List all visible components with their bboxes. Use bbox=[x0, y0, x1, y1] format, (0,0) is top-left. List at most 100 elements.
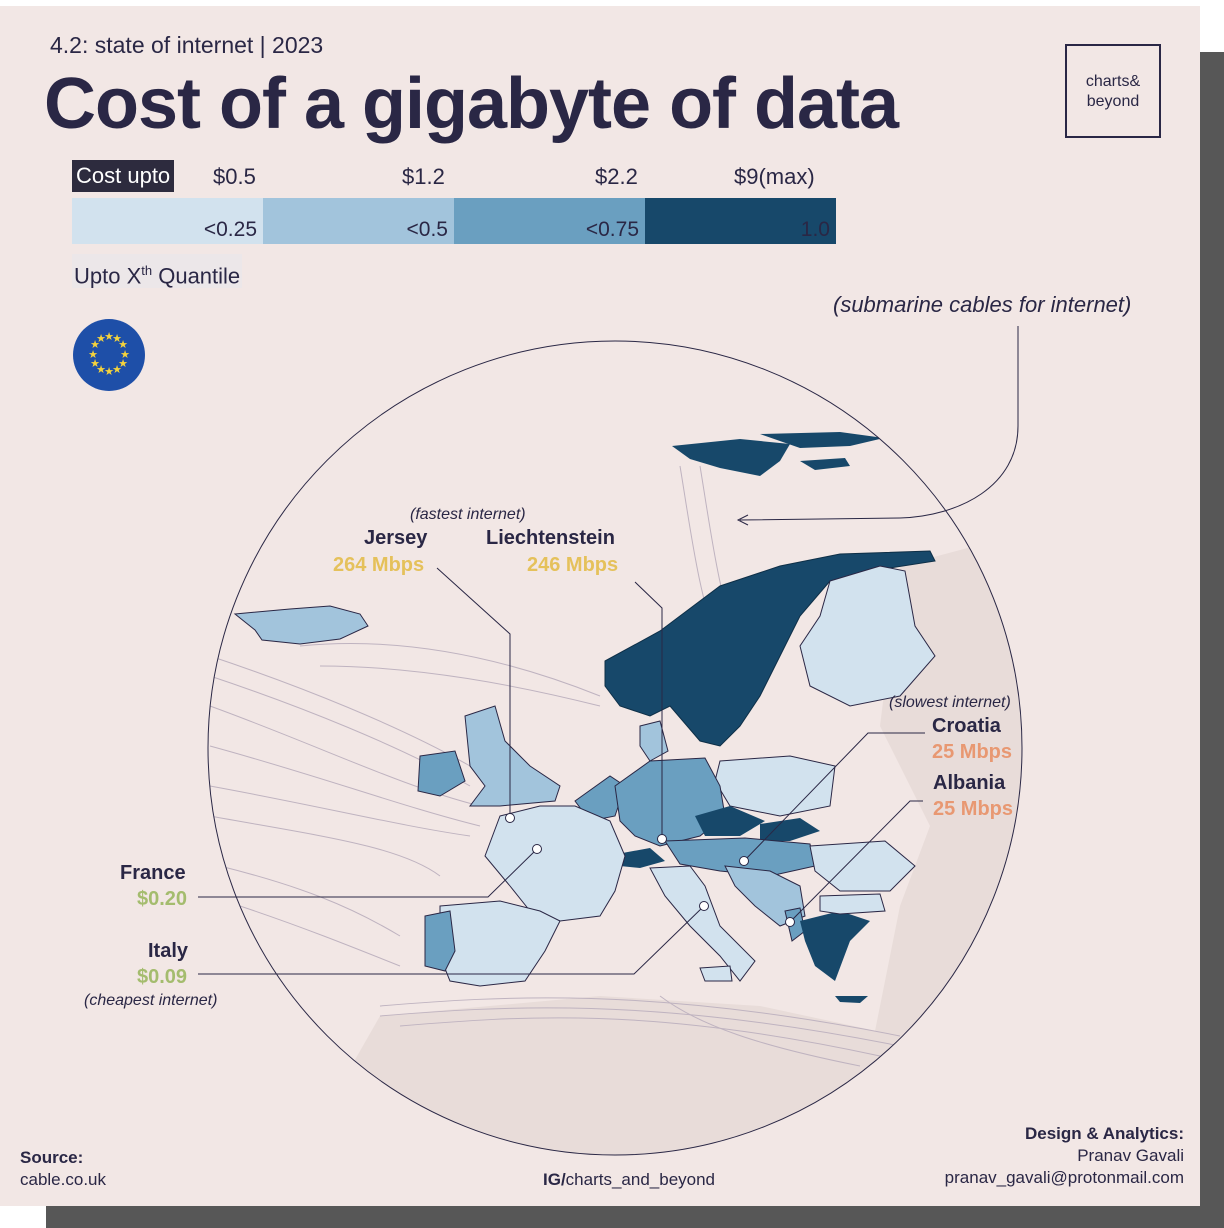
iceland bbox=[233, 605, 369, 645]
france-value: $0.20 bbox=[137, 888, 188, 910]
quantile-title-sup: th bbox=[141, 263, 153, 278]
svg-text:★: ★ bbox=[90, 357, 100, 370]
liechtenstein-label: Liechtenstein bbox=[486, 527, 615, 549]
italy-marker bbox=[699, 901, 709, 911]
svalbard-south bbox=[800, 458, 850, 470]
svg-text:★: ★ bbox=[118, 357, 128, 370]
eu-flag-icon: ★★★ ★★★ ★★★ ★★★ bbox=[73, 319, 145, 391]
svg-text:★: ★ bbox=[112, 332, 122, 345]
slowest-note: (slowest internet) bbox=[889, 694, 1011, 711]
europe-map bbox=[198, 326, 1023, 1156]
quantile-label-3: <0.75 bbox=[585, 218, 639, 241]
france-leader bbox=[198, 848, 538, 898]
albania-leader bbox=[789, 800, 923, 923]
cheapest-note: (cheapest internet) bbox=[84, 992, 218, 1009]
cost-value-4: $9(max) bbox=[734, 164, 815, 189]
legend-bar-4: 1.0 bbox=[645, 198, 836, 244]
liechtenstein-leader bbox=[634, 581, 663, 839]
austria-hungary bbox=[664, 837, 816, 877]
france-marker bbox=[532, 844, 542, 854]
liechtenstein-marker bbox=[657, 834, 667, 844]
quantile-label-2: <0.5 bbox=[406, 218, 448, 241]
map-circle bbox=[207, 340, 1023, 1156]
author-email: pranav_gavali@protonmail.com bbox=[944, 1168, 1184, 1187]
croatia-marker bbox=[739, 856, 749, 866]
svalbard-east bbox=[760, 432, 884, 448]
fastest-note: (fastest internet) bbox=[410, 506, 526, 523]
jersey-leader bbox=[436, 567, 511, 818]
cost-value-2: $1.2 bbox=[402, 164, 445, 189]
albania-value: 25 Mbps bbox=[933, 798, 1014, 820]
portugal bbox=[424, 910, 456, 972]
quantile-title-post: Quantile bbox=[152, 263, 241, 289]
subtitle: 4.2: state of internet | 2023 bbox=[50, 32, 324, 58]
svg-text:★: ★ bbox=[120, 348, 130, 361]
denmark bbox=[639, 720, 669, 762]
croatia-value: 25 Mbps bbox=[932, 741, 1013, 763]
cost-label: Cost upto bbox=[72, 160, 175, 192]
bulgaria bbox=[819, 893, 886, 915]
submarine-note: (submarine cables for internet) bbox=[833, 292, 1132, 317]
crete bbox=[835, 996, 868, 1003]
jersey-marker bbox=[505, 813, 515, 823]
arrow-head bbox=[736, 514, 749, 526]
scandinavia bbox=[604, 550, 936, 747]
quantile-label-1: <0.25 bbox=[203, 218, 257, 241]
svg-text:★: ★ bbox=[104, 365, 114, 378]
submarine-leader bbox=[739, 326, 1019, 521]
svalbard bbox=[672, 439, 790, 476]
slovakia bbox=[760, 818, 820, 841]
liechtenstein-value: 246 Mbps bbox=[527, 554, 619, 576]
croatia-leader bbox=[743, 732, 925, 862]
switzerland bbox=[617, 848, 665, 868]
legend-bar-1: <0.25 bbox=[72, 198, 263, 244]
svg-text:★: ★ bbox=[90, 338, 100, 351]
cost-value-1: $0.5 bbox=[213, 164, 256, 189]
france-label: France bbox=[120, 862, 186, 884]
page-title: Cost of a gigabyte of data bbox=[44, 64, 899, 144]
svg-text:★: ★ bbox=[118, 338, 128, 351]
ig-name: charts_and_beyond bbox=[565, 1170, 716, 1189]
finland bbox=[799, 565, 936, 707]
source-label: Source: bbox=[20, 1148, 84, 1167]
submarine-cables bbox=[209, 465, 901, 1067]
jersey-value: 264 Mbps bbox=[333, 554, 425, 576]
quantile-label-4: 1.0 bbox=[800, 218, 830, 241]
uk bbox=[464, 705, 561, 807]
svg-text:★: ★ bbox=[104, 330, 114, 343]
ig-handle: IG/charts_and_beyond bbox=[543, 1170, 715, 1190]
jersey-label: Jersey bbox=[364, 527, 428, 549]
legend-bar-3: <0.75 bbox=[454, 198, 645, 244]
svg-text:★: ★ bbox=[96, 332, 106, 345]
source-value: cable.co.uk bbox=[20, 1170, 106, 1189]
legend-bar-2: <0.5 bbox=[263, 198, 454, 244]
logo: charts& beyond bbox=[1065, 44, 1161, 138]
spain bbox=[439, 900, 561, 987]
greece bbox=[800, 911, 870, 981]
italy bbox=[649, 865, 756, 982]
infographic-card: 4.2: state of internet | 2023 Cost of a … bbox=[0, 6, 1200, 1206]
logo-line-2: beyond bbox=[1086, 93, 1140, 110]
quantile-title: Upto Xth Quantile bbox=[72, 254, 243, 289]
svg-text:★: ★ bbox=[88, 348, 98, 361]
croatia-label: Croatia bbox=[932, 715, 1001, 737]
sicily bbox=[699, 965, 733, 982]
ig-prefix: IG/ bbox=[543, 1170, 566, 1189]
czechia bbox=[695, 806, 765, 836]
albania-label: Albania bbox=[933, 772, 1006, 794]
design-label: Design & Analytics: bbox=[1024, 1124, 1184, 1143]
svg-text:★: ★ bbox=[112, 363, 122, 376]
svg-text:★: ★ bbox=[96, 363, 106, 376]
romania bbox=[809, 840, 916, 892]
albania-marker bbox=[785, 917, 795, 927]
italy-leader bbox=[198, 905, 705, 975]
author-name: Pranav Gavali bbox=[1077, 1146, 1184, 1165]
italy-label: Italy bbox=[148, 940, 189, 962]
cost-value-3: $2.2 bbox=[595, 164, 638, 189]
italy-value: $0.09 bbox=[137, 966, 188, 988]
ireland bbox=[417, 750, 466, 797]
north-africa-land bbox=[300, 996, 1022, 1155]
quantile-title-pre: Upto X bbox=[74, 263, 142, 289]
france bbox=[484, 805, 626, 922]
logo-line-1: charts& bbox=[1085, 73, 1141, 90]
